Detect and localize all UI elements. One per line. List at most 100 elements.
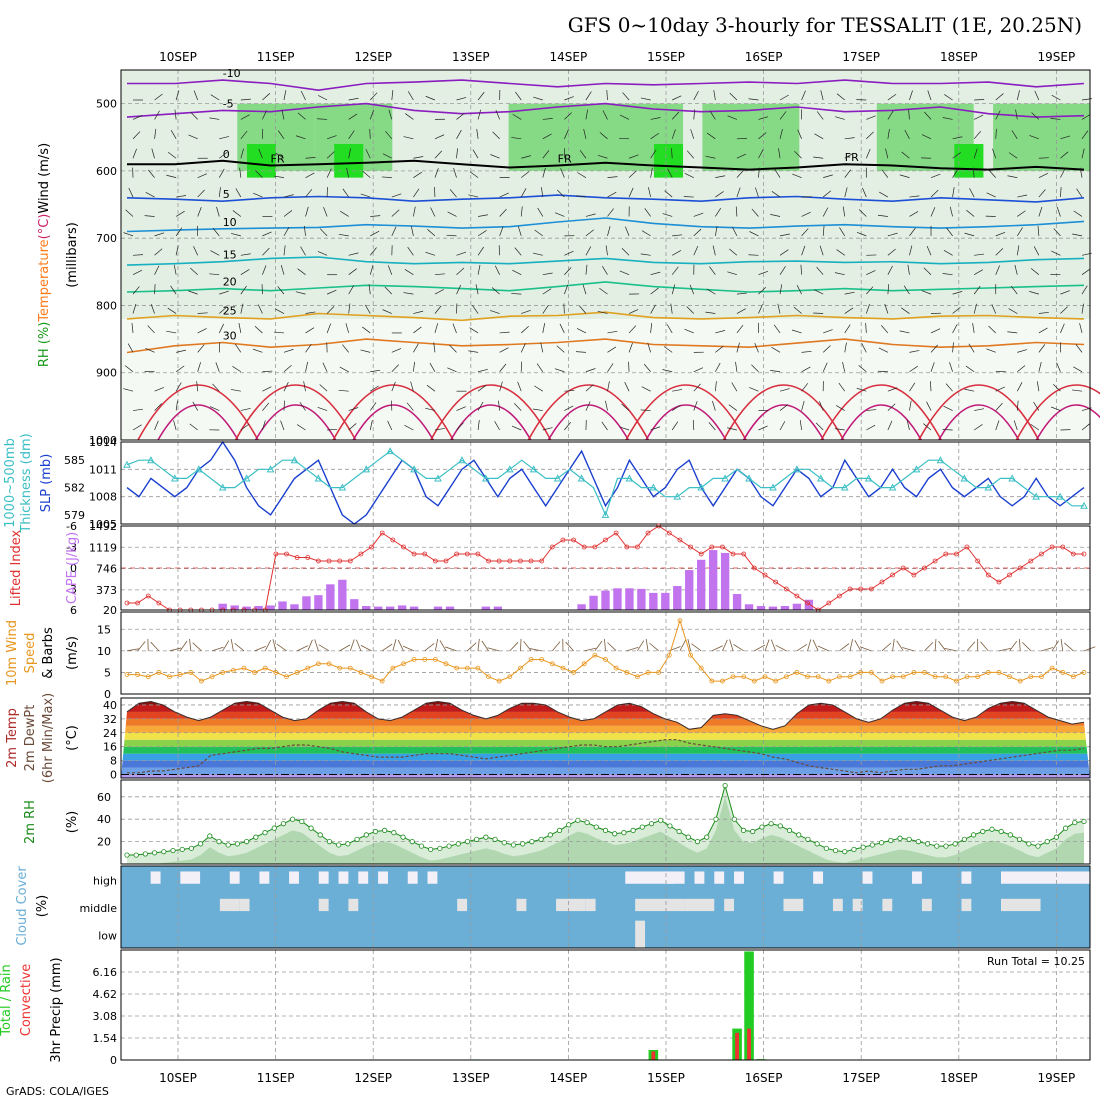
wind-barb	[708, 422, 716, 431]
wind-barb	[542, 427, 553, 431]
wind-barb	[844, 152, 854, 159]
wind-barb	[930, 173, 941, 178]
lifted-index-marker	[613, 530, 619, 536]
wind-barb	[1016, 227, 1023, 237]
cape-bar	[732, 594, 742, 610]
rh-marker	[520, 841, 526, 847]
wind-barb	[995, 128, 997, 139]
wind-barb	[175, 227, 183, 237]
lifted-index-marker	[645, 530, 651, 536]
wind-barb	[520, 343, 526, 353]
wind-barb	[713, 90, 716, 101]
rh-marker	[1081, 818, 1087, 825]
wind-barb	[706, 132, 716, 140]
wind-speed-marker	[751, 678, 757, 684]
cape-bar	[374, 606, 383, 610]
wind-barb	[434, 168, 439, 178]
wind-speed-marker	[1028, 674, 1034, 680]
cloud-gap	[921, 898, 932, 912]
temp-tick-label: 0	[110, 769, 117, 782]
rh-marker	[483, 834, 489, 840]
date-label-top: 11SEP	[257, 50, 295, 64]
date-label-bottom: 17SEP	[842, 1071, 880, 1085]
wind-barb	[693, 383, 701, 392]
wind-barb	[326, 289, 337, 295]
wind-barb	[736, 292, 747, 295]
wind-barb	[132, 115, 143, 120]
wind-barb	[585, 246, 592, 256]
wind-barb	[369, 247, 377, 256]
wind-barb	[899, 330, 910, 334]
wind-barb	[974, 99, 985, 101]
wind-barb	[240, 303, 244, 314]
wind-barb	[706, 288, 716, 295]
wind-barb	[758, 116, 769, 120]
temp-y-unit: (°C)	[65, 725, 80, 751]
cape-tick-label: 373	[96, 584, 117, 597]
wind-barb	[434, 428, 445, 431]
wind-barb	[662, 213, 673, 217]
wind-barb	[240, 423, 250, 431]
wind-barb	[607, 191, 617, 198]
temp-line	[126, 700, 1085, 730]
wind-barb	[758, 270, 768, 276]
wind-barb	[274, 175, 285, 178]
wind-speed-marker	[241, 665, 247, 671]
rh-shading-band	[993, 103, 1090, 171]
wind-barb	[823, 174, 833, 178]
wind-barb	[540, 342, 544, 353]
wind-panel: 0 5 10 15 10m Wind Speed & Barbs (m/s)	[5, 611, 1096, 701]
wind-barb-10m	[649, 642, 659, 652]
wind-barb	[564, 284, 569, 295]
lifted-index-marker	[411, 551, 417, 557]
wind-barb	[667, 168, 673, 178]
wind-barb-10m	[234, 642, 245, 652]
wind-barb	[791, 329, 802, 334]
lifted-index-marker	[900, 565, 906, 571]
wind-barb	[650, 149, 657, 159]
wind-barb-10m	[691, 643, 702, 652]
wind-barb	[771, 191, 781, 198]
rh-marker	[317, 832, 323, 838]
wind-barb	[490, 310, 500, 314]
wind-barb	[166, 330, 177, 334]
wind-barb	[175, 400, 178, 411]
isotherm-line	[126, 311, 1085, 322]
wind-speed-marker	[581, 661, 587, 667]
cape-bar	[649, 592, 658, 610]
wind-barb-10m	[272, 639, 277, 651]
wind-barb-10m	[552, 641, 561, 652]
wind-y-label-3: & Barbs	[41, 627, 56, 679]
wind-speed-marker	[943, 674, 949, 680]
rh-y-unit: (%)	[65, 811, 80, 834]
wind-barb	[887, 93, 897, 101]
thickness-marker	[529, 465, 538, 473]
wind-barb	[1033, 246, 1040, 256]
temp-color-band	[121, 718, 1090, 726]
wind-barb	[391, 348, 402, 353]
wind-barb	[434, 187, 436, 198]
wind-barb	[907, 264, 910, 275]
isotherm-label: 5	[223, 188, 230, 201]
wind-barb	[693, 212, 704, 217]
wind-barb	[1029, 291, 1039, 295]
wind-speed-marker	[507, 674, 513, 680]
wind-barb	[597, 310, 608, 314]
wind-barb	[167, 307, 177, 314]
wind-speed-marker	[432, 657, 438, 662]
wind-speed-marker	[347, 665, 353, 671]
wind-barb	[1053, 228, 1061, 237]
wind-barb	[230, 389, 241, 392]
cape-bar	[290, 604, 299, 610]
wind-barb	[607, 208, 614, 217]
wind-speed-marker	[954, 678, 959, 684]
wind-barb	[317, 251, 328, 256]
wind-barb	[1081, 268, 1091, 275]
rh-marker	[529, 838, 535, 845]
wind-barb	[779, 94, 789, 101]
wind-barb	[736, 324, 744, 334]
dewpoint-line	[127, 739, 1085, 774]
axis-label-part: (m/s)	[65, 636, 80, 670]
rh-marker	[253, 834, 259, 840]
wind-barb	[1038, 327, 1048, 334]
